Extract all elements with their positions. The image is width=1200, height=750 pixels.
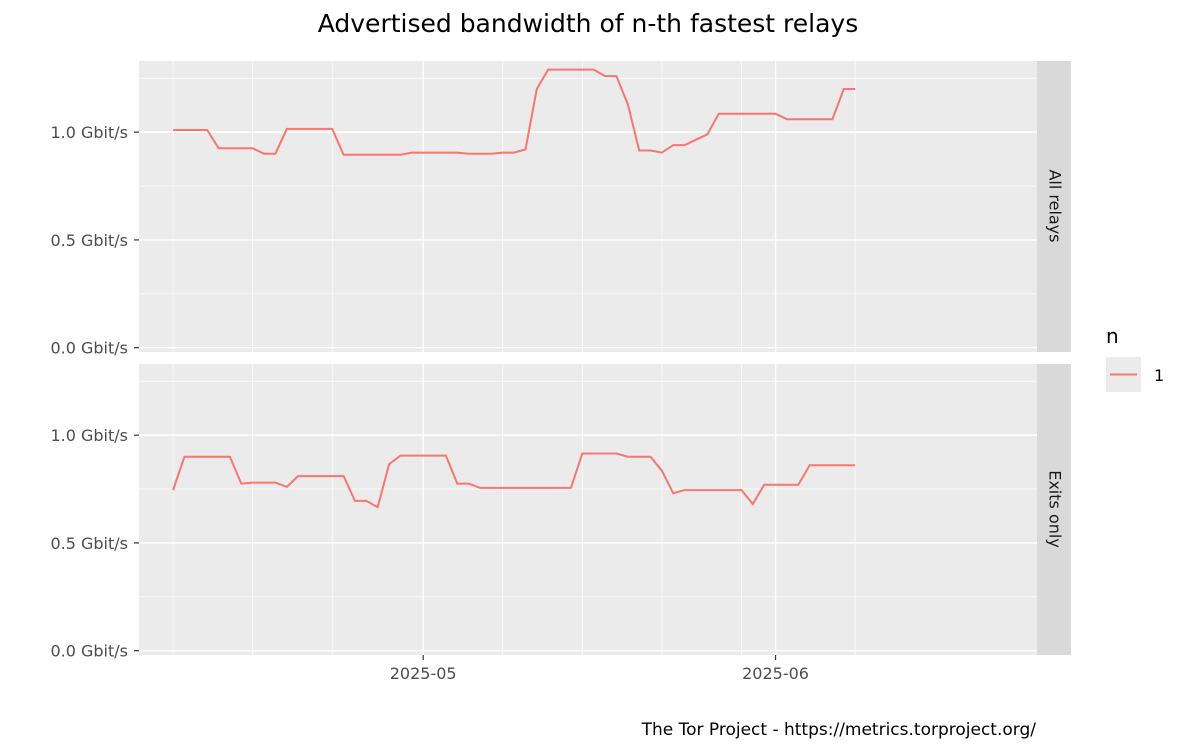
facet-label-exits-only: Exits only (1046, 470, 1065, 548)
y-tick-label: 0.0 Gbit/s (50, 642, 128, 661)
x-tick-label: 2025-05 (390, 664, 457, 683)
y-tick-label: 0.5 Gbit/s (50, 231, 128, 250)
chart-caption: The Tor Project - https://metrics.torpro… (641, 720, 1037, 740)
panel-exits-only-grid (139, 364, 1037, 655)
y-tick-label: 1.0 Gbit/s (50, 123, 128, 142)
panel-all-relays: All relays 0.0 Gbit/s 0.5 Gbit/s 1.0 Gbit/… (50, 61, 1071, 358)
panel-all-relays-background (139, 61, 1037, 352)
x-axis: 2025-05 2025-06 (390, 655, 809, 683)
y-tick-label: 0.0 Gbit/s (50, 339, 128, 358)
x-tick-label: 2025-06 (742, 664, 809, 683)
y-axis-exits-only: 0.0 Gbit/s 0.5 Gbit/s 1.0 Gbit/s (50, 426, 139, 661)
facet-strip-exits-only (1037, 364, 1071, 655)
facet-strip-all-relays (1037, 61, 1071, 352)
chart-title: Advertised bandwidth of n-th fastest rel… (318, 9, 859, 38)
y-axis-all-relays: 0.0 Gbit/s 0.5 Gbit/s 1.0 Gbit/s (50, 123, 139, 358)
panel-all-relays-grid (139, 61, 1037, 352)
panel-exits-only-background (139, 364, 1037, 655)
y-tick-label: 1.0 Gbit/s (50, 426, 128, 445)
facet-label-all-relays: All relays (1046, 169, 1065, 242)
series-line-exits-only (172, 452, 856, 509)
legend: n 1 (1106, 324, 1164, 392)
series-line-all-relays (173, 68, 856, 156)
legend-title: n (1106, 324, 1119, 348)
y-tick-label: 0.5 Gbit/s (50, 534, 128, 553)
legend-label: 1 (1154, 366, 1164, 385)
panel-exits-only: Exits only 0.0 Gbit/s 0.5 Gbit/s 1.0 Gbit/… (50, 364, 1071, 661)
